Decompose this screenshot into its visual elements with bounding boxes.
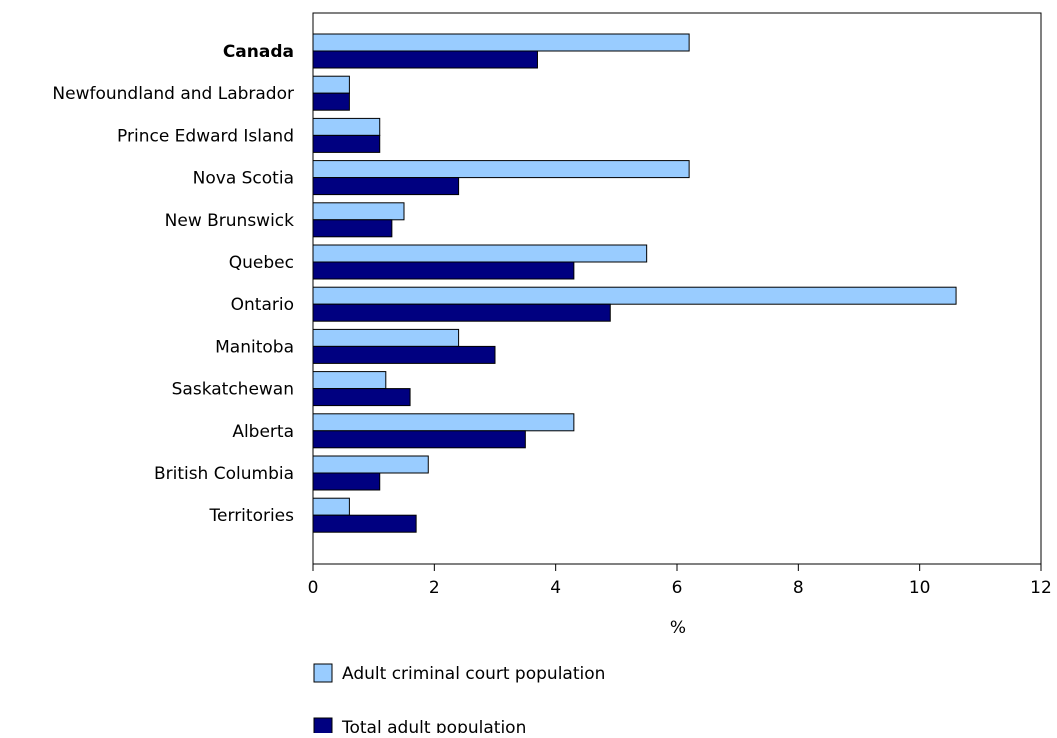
- bar-new-brunswick-adult-criminal-court-population: [312, 202, 405, 221]
- bar-alberta-adult-criminal-court-population: [312, 413, 575, 432]
- bar-newfoundland-and-labrador-adult-criminal-court-population: [312, 75, 350, 94]
- bar-nova-scotia-total-adult-population: [312, 177, 460, 196]
- bar-ontario-adult-criminal-court-population: [312, 286, 957, 305]
- bar-british-columbia-adult-criminal-court-population: [312, 455, 429, 474]
- bar-canada-adult-criminal-court-population: [312, 33, 690, 52]
- x-tick-label-6: 6: [672, 578, 683, 598]
- category-label-quebec: Quebec: [229, 253, 294, 273]
- x-tick-label-10: 10: [909, 578, 931, 598]
- x-axis: 0 2 4 6 8 10 12: [308, 564, 1052, 598]
- category-label-prince-edward-island: Prince Edward Island: [117, 126, 294, 146]
- category-label-new-brunswick: New Brunswick: [165, 211, 295, 231]
- category-label-newfoundland-and-labrador: Newfoundland and Labrador: [52, 84, 294, 104]
- category-label-canada: Canada: [223, 42, 294, 62]
- x-tick-label-8: 8: [793, 578, 804, 598]
- category-labels: Canada Newfoundland and Labrador Prince Ed…: [52, 42, 294, 526]
- bar-new-brunswick-total-adult-population: [312, 219, 393, 238]
- bar-territories-total-adult-population: [312, 514, 417, 533]
- x-tick-label-4: 4: [550, 578, 561, 598]
- bar-manitoba-adult-criminal-court-population: [312, 328, 460, 347]
- category-label-ontario: Ontario: [231, 295, 294, 315]
- legend-label-total-adult-population: Total adult population: [341, 718, 526, 733]
- bar-manitoba-total-adult-population: [312, 345, 496, 364]
- bar-ontario-total-adult-population: [312, 303, 611, 322]
- legend-swatch-adult-criminal-court-population: [313, 663, 333, 683]
- x-axis-label: %: [670, 618, 686, 638]
- legend-label-adult-criminal-court-population: Adult criminal court population: [342, 664, 605, 684]
- bars-layer: [312, 33, 957, 533]
- category-label-british-columbia: British Columbia: [154, 464, 294, 484]
- x-tick-label-0: 0: [308, 578, 319, 598]
- bar-saskatchewan-total-adult-population: [312, 388, 411, 407]
- category-label-manitoba: Manitoba: [215, 337, 294, 357]
- bar-quebec-adult-criminal-court-population: [312, 244, 648, 263]
- legend-swatch-total-adult-population: [313, 717, 333, 737]
- bar-nova-scotia-adult-criminal-court-population: [312, 160, 690, 179]
- category-label-alberta: Alberta: [232, 422, 294, 442]
- bar-quebec-total-adult-population: [312, 261, 575, 280]
- bar-saskatchewan-adult-criminal-court-population: [312, 371, 387, 390]
- x-tick-label-2: 2: [429, 578, 440, 598]
- bar-prince-edward-island-adult-criminal-court-population: [312, 117, 381, 136]
- bar-prince-edward-island-total-adult-population: [312, 134, 381, 153]
- category-label-saskatchewan: Saskatchewan: [172, 380, 294, 400]
- bar-newfoundland-and-labrador-total-adult-population: [312, 92, 350, 111]
- bar-british-columbia-total-adult-population: [312, 472, 381, 491]
- category-label-nova-scotia: Nova Scotia: [193, 169, 294, 189]
- x-tick-label-12: 12: [1030, 578, 1052, 598]
- legend: Adult criminal court population Total adu…: [313, 663, 605, 738]
- bar-alberta-total-adult-population: [312, 430, 526, 449]
- category-label-territories: Territories: [209, 506, 295, 526]
- bar-territories-adult-criminal-court-population: [312, 497, 350, 516]
- bar-canada-total-adult-population: [312, 50, 538, 69]
